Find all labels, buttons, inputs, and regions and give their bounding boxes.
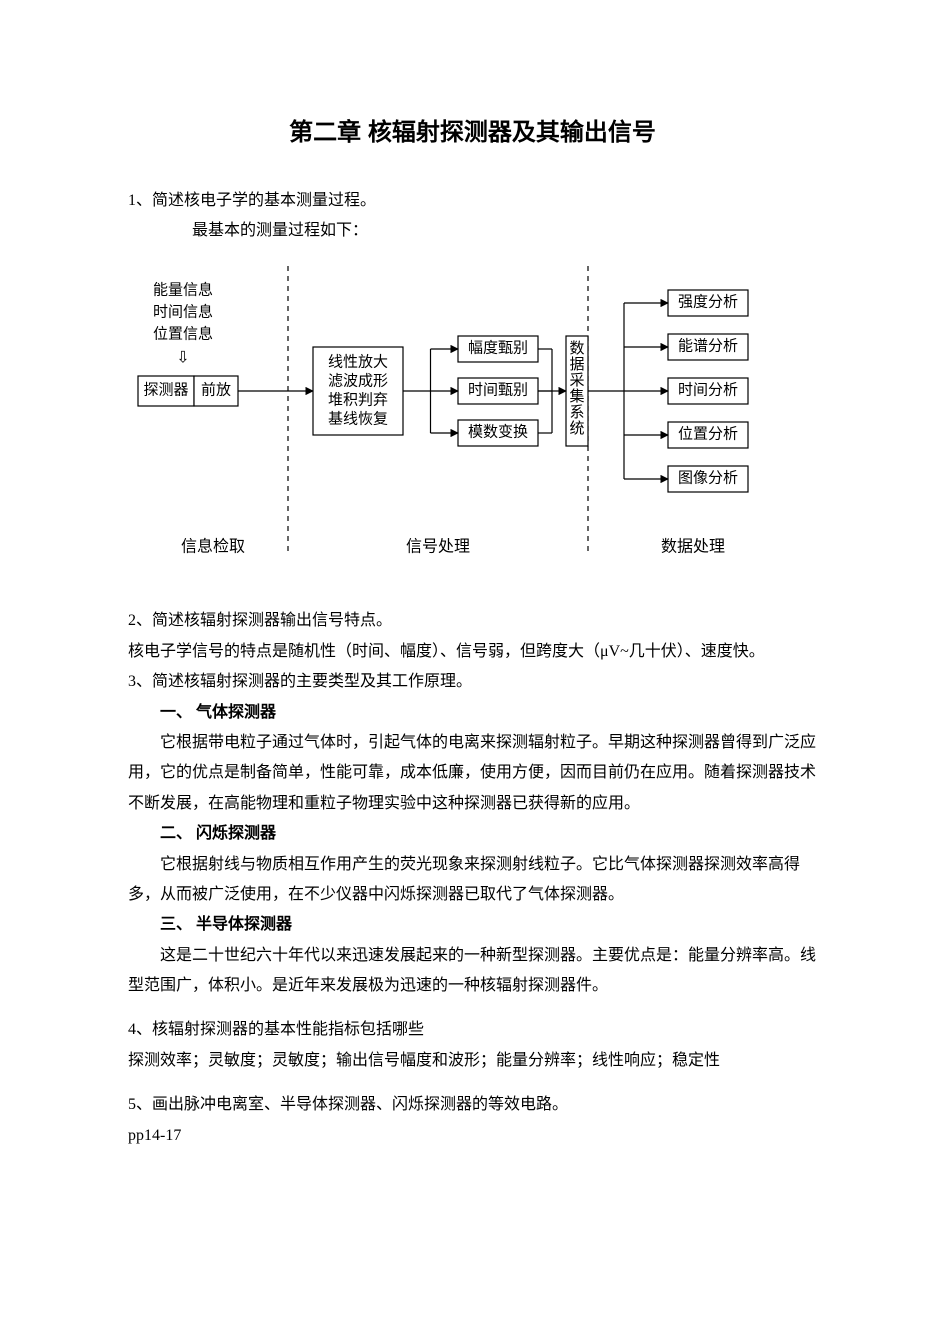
svg-text:信息检取: 信息检取 [181, 538, 245, 556]
q4-body: 探测效率；灵敏度；灵敏度；输出信号幅度和波形；能量分辨率；线性响应；稳定性 [128, 1046, 817, 1076]
q4-prompt: 4、核辐射探测器的基本性能指标包括哪些 [128, 1015, 817, 1045]
q5-body: pp14-17 [128, 1121, 817, 1151]
svg-text:强度分析: 强度分析 [678, 294, 738, 311]
svg-text:时间信息: 时间信息 [153, 304, 213, 321]
svg-text:探测器: 探测器 [143, 382, 188, 399]
q1-sub: 最基本的测量过程如下： [128, 216, 817, 246]
svg-text:前放: 前放 [201, 382, 231, 399]
q2-prompt: 2、简述核辐射探测器输出信号特点。 [128, 606, 817, 636]
svg-text:幅度甄别: 幅度甄别 [468, 340, 528, 357]
svg-text:模数变换: 模数变换 [468, 424, 528, 441]
svg-text:数据采集系统: 数据采集系统 [569, 341, 584, 438]
svg-text:位置信息: 位置信息 [153, 326, 213, 343]
q3-s1-body: 它根据带电粒子通过气体时，引起气体的电离来探测辐射粒子。早期这种探测器曾得到广泛… [128, 728, 817, 819]
q2-body: 核电子学信号的特点是随机性（时间、幅度）、信号弱，但跨度大（μV~几十伏）、速度… [128, 637, 817, 667]
svg-text:图像分析: 图像分析 [678, 470, 738, 487]
svg-text:数据处理: 数据处理 [661, 538, 725, 556]
svg-text:位置分析: 位置分析 [678, 426, 738, 443]
q5-prompt: 5、画出脉冲电离室、半导体探测器、闪烁探测器的等效电路。 [128, 1090, 817, 1120]
page-title: 第二章 核辐射探测器及其输出信号 [128, 110, 817, 156]
svg-text:能谱分析: 能谱分析 [678, 338, 738, 355]
q1-prompt: 1、简述核电子学的基本测量过程。 [128, 186, 817, 216]
svg-text:⇩: ⇩ [176, 350, 189, 367]
svg-text:线性放大: 线性放大 [328, 354, 388, 371]
measurement-flowchart: 能量信息时间信息位置信息 ⇩ 探测器前放 线性放大滤波成形堆积判弃基线恢复 幅度甄别时间… [128, 256, 817, 576]
svg-text:堆积判弃: 堆积判弃 [328, 392, 388, 409]
svg-text:能量信息: 能量信息 [153, 282, 213, 299]
q3-s3-head: 三、 半导体探测器 [128, 910, 817, 940]
q3-s1-head: 一、 气体探测器 [128, 698, 817, 728]
q3-s3-body: 这是二十世纪六十年代以来迅速发展起来的一种新型探测器。主要优点是：能量分辨率高。… [128, 941, 817, 1002]
svg-text:滤波成形: 滤波成形 [328, 373, 388, 390]
q3-s2-body: 它根据射线与物质相互作用产生的荧光现象来探测射线粒子。它比气体探测器探测效率高得… [128, 850, 817, 911]
svg-text:信号处理: 信号处理 [406, 538, 470, 556]
q3-s2-head: 二、 闪烁探测器 [128, 819, 817, 849]
q3-prompt: 3、简述核辐射探测器的主要类型及其工作原理。 [128, 667, 817, 697]
svg-text:时间分析: 时间分析 [678, 382, 738, 399]
svg-text:基线恢复: 基线恢复 [328, 410, 388, 428]
flowchart-svg: 能量信息时间信息位置信息 ⇩ 探测器前放 线性放大滤波成形堆积判弃基线恢复 幅度甄别时间… [128, 256, 818, 576]
svg-text:时间甄别: 时间甄别 [468, 382, 528, 399]
